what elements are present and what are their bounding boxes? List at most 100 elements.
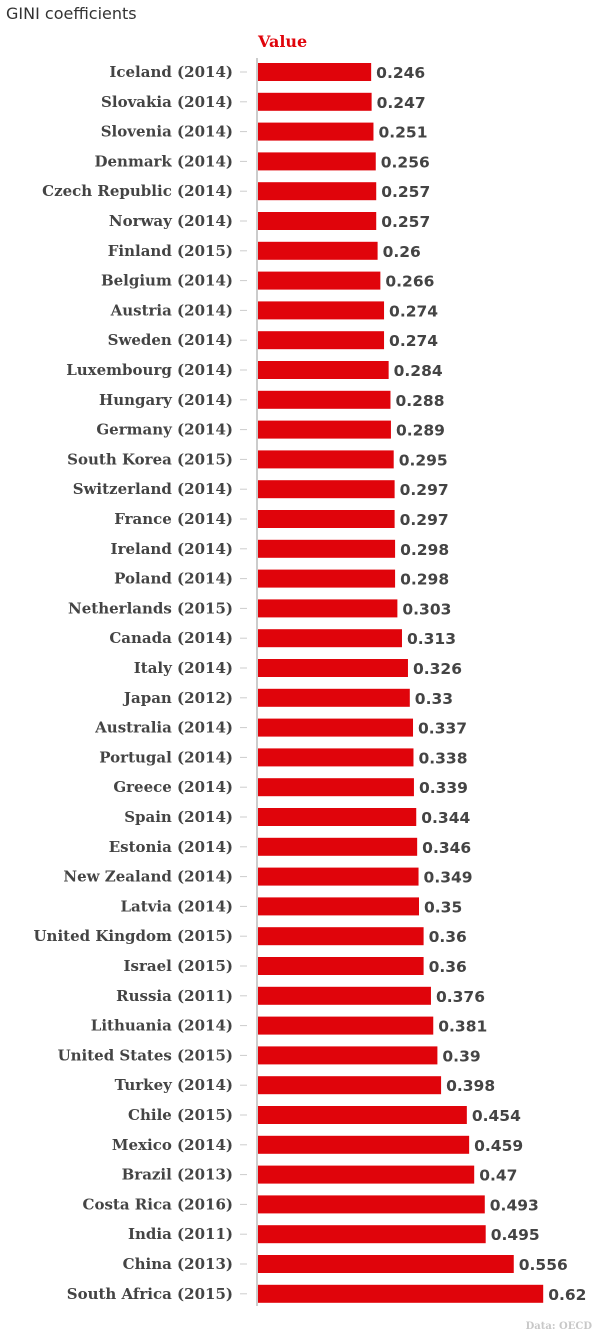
bar (258, 450, 394, 469)
bar (258, 1135, 470, 1154)
value-label: 0.381 (438, 1018, 487, 1036)
category-label: Brazil (2013) (122, 1166, 233, 1184)
category-label: Luxembourg (2014) (66, 361, 233, 379)
value-label: 0.246 (376, 64, 425, 82)
bar (258, 748, 414, 767)
bar (258, 688, 410, 707)
category-label: Canada (2014) (109, 629, 233, 647)
category-label: France (2014) (114, 510, 233, 528)
bar (258, 1165, 475, 1184)
category-label: Russia (2011) (116, 987, 233, 1005)
bar (258, 390, 391, 409)
value-label: 0.493 (490, 1196, 539, 1214)
value-label: 0.62 (548, 1286, 586, 1304)
category-label: Greece (2014) (113, 778, 233, 796)
value-label: 0.35 (424, 898, 462, 916)
chart-title: GINI coefficients (6, 4, 137, 23)
bar (258, 122, 374, 141)
category-label: Estonia (2014) (109, 838, 233, 856)
category-label: Germany (2014) (96, 421, 233, 439)
bar (258, 718, 414, 737)
category-label: Austria (2014) (110, 301, 233, 319)
category-label: Iceland (2014) (109, 63, 233, 81)
value-label: 0.298 (400, 541, 449, 559)
value-label: 0.398 (446, 1077, 495, 1095)
bar (258, 420, 391, 439)
bar (258, 1106, 467, 1124)
bar (258, 957, 424, 975)
value-label: 0.36 (429, 958, 467, 976)
category-label: Netherlands (2015) (68, 599, 233, 617)
value-label: 0.326 (413, 660, 462, 678)
bar (258, 837, 418, 856)
category-label: South Korea (2015) (67, 450, 233, 468)
value-label: 0.257 (381, 183, 430, 201)
value-label: 0.337 (418, 720, 467, 738)
category-label: Italy (2014) (134, 659, 233, 677)
value-label: 0.274 (389, 302, 438, 320)
category-label: Turkey (2014) (115, 1076, 233, 1094)
bar (258, 301, 385, 320)
value-label: 0.297 (400, 481, 449, 499)
category-label: New Zealand (2014) (63, 868, 233, 886)
bar (258, 1195, 485, 1214)
value-label: 0.251 (378, 124, 427, 142)
bar (258, 241, 378, 260)
value-label: 0.256 (381, 153, 430, 171)
category-label: Costa Rica (2016) (83, 1195, 233, 1213)
value-label: 0.257 (381, 213, 430, 231)
bar (258, 182, 377, 201)
category-label: Hungary (2014) (99, 391, 233, 409)
bar (258, 361, 389, 379)
category-label: South Africa (2015) (67, 1285, 233, 1303)
category-label: Japan (2012) (122, 689, 233, 707)
category-label: Australia (2014) (94, 719, 233, 737)
bar (258, 1284, 544, 1303)
value-label: 0.556 (519, 1256, 568, 1274)
bar (258, 510, 395, 528)
bar (258, 63, 372, 81)
bar (258, 1076, 442, 1095)
bar (258, 539, 396, 558)
category-label: Switzerland (2014) (73, 480, 233, 498)
category-label: Mexico (2014) (112, 1136, 233, 1154)
value-label: 0.47 (479, 1167, 517, 1185)
value-label: 0.344 (421, 809, 470, 827)
category-label: United States (2015) (58, 1046, 233, 1064)
bar (258, 927, 424, 946)
value-label: 0.376 (436, 988, 485, 1006)
bar (258, 867, 419, 886)
category-label: Latvia (2014) (121, 897, 234, 915)
value-label: 0.26 (383, 243, 421, 261)
value-label: 0.288 (395, 392, 444, 410)
category-label: Ireland (2014) (111, 540, 233, 558)
category-label: Chile (2015) (128, 1106, 233, 1124)
bar (258, 986, 431, 1005)
category-label: Norway (2014) (109, 212, 233, 230)
value-label: 0.338 (418, 749, 467, 767)
category-label: United Kingdom (2015) (33, 927, 233, 945)
value-label: 0.295 (399, 451, 448, 469)
value-label: 0.339 (419, 779, 468, 797)
bar (258, 897, 419, 916)
bar (258, 1225, 486, 1244)
category-label: Spain (2014) (124, 808, 233, 826)
bar (258, 271, 381, 290)
category-label: Poland (2014) (114, 570, 233, 588)
category-label: Czech Republic (2014) (42, 182, 233, 200)
bar (258, 778, 414, 797)
value-label: 0.274 (389, 332, 438, 350)
value-label: 0.297 (400, 511, 449, 529)
category-label: Slovenia (2014) (101, 123, 233, 141)
value-label: 0.313 (407, 630, 456, 648)
bar (258, 1255, 514, 1273)
value-label: 0.495 (491, 1226, 540, 1244)
category-label: Sweden (2014) (108, 331, 233, 349)
category-label: Lithuania (2014) (91, 1017, 233, 1035)
category-label: Belgium (2014) (101, 272, 233, 290)
bar (258, 212, 377, 230)
bar (258, 92, 372, 111)
bar (258, 480, 395, 499)
category-label: Israel (2015) (124, 957, 234, 975)
